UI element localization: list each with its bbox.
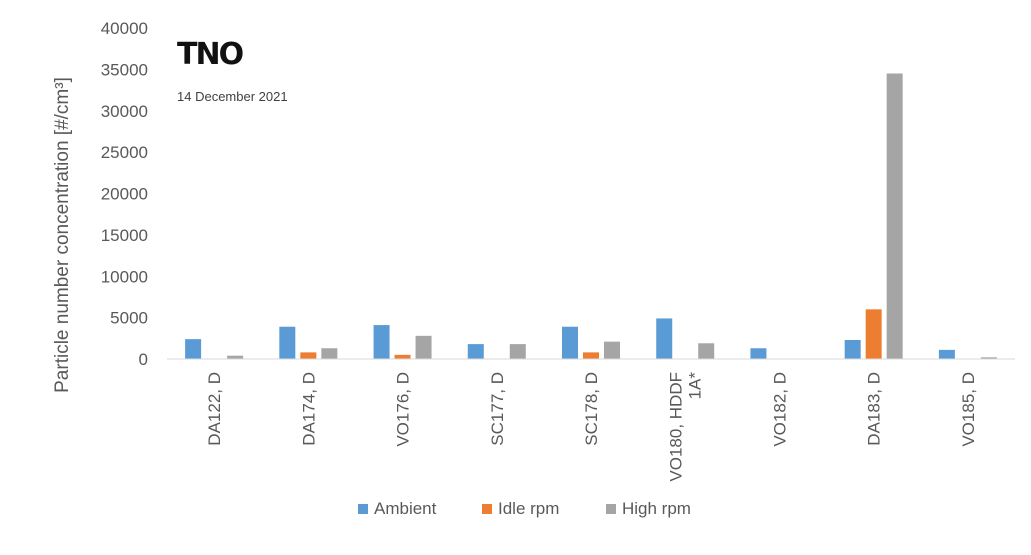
bar-ambient xyxy=(750,348,767,359)
x-category-line: VO182, D xyxy=(770,372,789,447)
x-category-label: DA174, D xyxy=(299,372,318,446)
bar-ambient xyxy=(844,339,861,359)
bar-ambient xyxy=(562,326,578,359)
bar-high-rpm xyxy=(886,73,903,359)
bar-high-rpm xyxy=(698,343,715,359)
bar-ambient xyxy=(467,344,484,359)
bar-ambient xyxy=(373,325,390,359)
bar-idle-rpm xyxy=(865,309,882,359)
x-category-label: SC177, D xyxy=(488,372,507,446)
x-category-line: SC178, D xyxy=(582,372,601,446)
y-tick-label: 35000 xyxy=(101,60,148,79)
x-category-line: DA183, D xyxy=(865,372,884,446)
legend: Ambient Idle rpm High rpm xyxy=(358,499,691,518)
bar-ambient xyxy=(938,349,955,359)
legend-label: High rpm xyxy=(622,499,691,518)
y-tick-label: 10000 xyxy=(101,267,148,286)
x-category-line: 1A* xyxy=(686,372,705,400)
x-category-label: VO185, D xyxy=(959,372,978,447)
legend-label: Ambient xyxy=(374,499,437,518)
x-category-line: VO180, HDDF xyxy=(667,372,686,482)
x-category-label: DA183, D xyxy=(865,372,884,446)
x-category-line: DA174, D xyxy=(299,372,318,446)
bar-ambient xyxy=(279,326,296,359)
y-tick-label: 40000 xyxy=(101,19,148,38)
y-tick-label: 0 xyxy=(139,350,148,369)
bar-high-rpm xyxy=(227,355,244,359)
bar-high-rpm xyxy=(321,348,338,359)
bar-idle-rpm xyxy=(583,352,599,359)
legend-swatch xyxy=(606,504,616,514)
y-tick-label: 30000 xyxy=(101,102,148,121)
x-category-line: VO185, D xyxy=(959,372,978,447)
y-tick-label: 25000 xyxy=(101,143,148,162)
y-axis-ticks: 0 5000 10000 15000 20000 25000 30000 35000 40000 xyxy=(101,19,148,369)
bar-idle-rpm xyxy=(394,354,411,359)
x-category-line: SC177, D xyxy=(488,372,507,446)
bar-high-rpm xyxy=(980,357,997,359)
y-axis-title: Particle number concentration [#/cm³] xyxy=(52,77,73,393)
report-date: 14 December 2021 xyxy=(177,89,288,104)
bar-ambient xyxy=(185,339,202,359)
bar-high-rpm xyxy=(604,341,620,359)
legend-label: Idle rpm xyxy=(498,499,559,518)
legend-swatch xyxy=(482,504,492,514)
brand-logo: TNO xyxy=(177,37,243,72)
x-category-label: VO176, D xyxy=(394,372,413,447)
x-axis-labels: DA122, D DA174, D VO176, D SC177, D SC178, D… xyxy=(205,372,978,482)
x-category-line: VO176, D xyxy=(394,372,413,447)
bar-high-rpm xyxy=(509,344,526,359)
bar-ambient xyxy=(656,318,673,359)
x-category-label: VO182, D xyxy=(770,372,789,447)
x-category-label: DA122, D xyxy=(205,372,224,446)
bar-idle-rpm xyxy=(300,352,317,359)
legend-swatch xyxy=(358,504,368,514)
bar-high-rpm xyxy=(415,335,432,359)
bar-series xyxy=(185,73,997,359)
x-category-label: VO180, HDDF 1A* xyxy=(667,372,705,482)
x-category-line: DA122, D xyxy=(205,372,224,446)
x-category-label: SC178, D xyxy=(582,372,601,446)
y-tick-label: 5000 xyxy=(110,309,148,328)
y-tick-label: 15000 xyxy=(101,226,148,245)
y-tick-label: 20000 xyxy=(101,185,148,204)
